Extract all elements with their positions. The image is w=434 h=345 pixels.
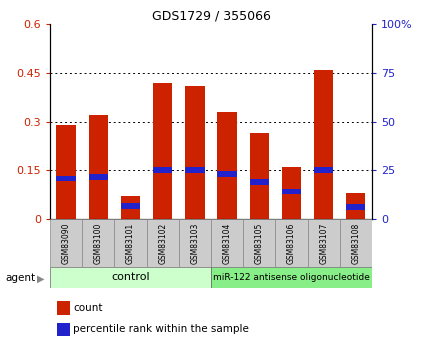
Bar	[146, 219, 178, 267]
Text: GSM83103: GSM83103	[190, 223, 199, 264]
Text: miR-122 antisense oligonucleotide: miR-122 antisense oligonucleotide	[213, 273, 369, 282]
Bar	[178, 219, 210, 267]
Bar	[153, 167, 172, 173]
Bar	[153, 83, 172, 219]
Bar	[121, 203, 140, 209]
Text: GSM83090: GSM83090	[62, 223, 70, 264]
Bar	[313, 167, 332, 173]
Text: ▶: ▶	[37, 274, 44, 283]
Text: control: control	[111, 273, 149, 282]
Bar	[339, 219, 371, 267]
Bar	[217, 171, 236, 177]
Bar	[56, 176, 76, 181]
Bar	[50, 219, 82, 267]
Bar	[89, 115, 108, 219]
Bar	[185, 86, 204, 219]
Bar	[281, 188, 300, 194]
Bar	[114, 219, 146, 267]
Bar	[249, 133, 268, 219]
Bar	[275, 219, 307, 267]
Bar	[56, 125, 76, 219]
Bar	[217, 112, 236, 219]
Bar	[50, 267, 210, 288]
Bar	[281, 167, 300, 219]
Bar	[313, 70, 332, 219]
Text: GSM83104: GSM83104	[222, 223, 231, 264]
Text: count: count	[73, 303, 102, 313]
Title: GDS1729 / 355066: GDS1729 / 355066	[151, 10, 270, 23]
Text: agent: agent	[6, 274, 36, 283]
Text: percentile rank within the sample: percentile rank within the sample	[73, 325, 248, 334]
Bar	[210, 267, 371, 288]
Text: GSM83106: GSM83106	[286, 223, 295, 264]
Bar	[210, 219, 243, 267]
Bar	[121, 196, 140, 219]
Bar	[345, 193, 365, 219]
Text: GSM83108: GSM83108	[351, 223, 359, 264]
Bar	[89, 174, 108, 180]
Bar	[307, 219, 339, 267]
Text: GSM83105: GSM83105	[254, 223, 263, 264]
Bar	[82, 219, 114, 267]
Bar	[345, 204, 365, 210]
Bar	[243, 219, 275, 267]
Text: GSM83107: GSM83107	[319, 223, 327, 264]
Text: GSM83101: GSM83101	[126, 223, 135, 264]
Text: GSM83102: GSM83102	[158, 223, 167, 264]
Bar	[185, 167, 204, 173]
Bar	[249, 179, 268, 185]
Text: GSM83100: GSM83100	[94, 223, 102, 264]
